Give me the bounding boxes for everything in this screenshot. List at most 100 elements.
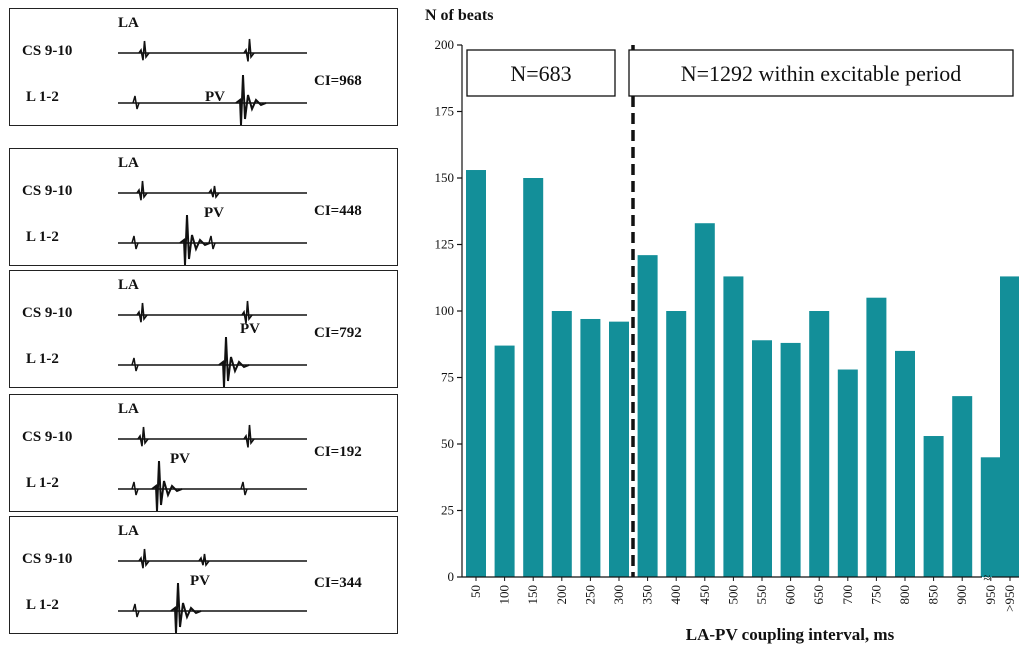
ecg-panel-4: LA CS 9-10 L 1-2 PV CI=192	[9, 394, 398, 512]
y-tick-label: 25	[441, 503, 454, 518]
x-tick-label-300: 300	[611, 585, 626, 605]
annotation-box-left-text: N=683	[510, 61, 571, 86]
channel-label-l12: L 1-2	[26, 89, 59, 105]
pv-spike	[151, 460, 183, 512]
l12-small-deflection	[131, 235, 139, 250]
axis-break-marker: ≈	[983, 570, 990, 585]
ecg-traces	[118, 180, 307, 266]
channel-label-cs: CS 9-10	[22, 43, 73, 59]
cs-spike	[138, 40, 150, 61]
cs-spike	[136, 180, 148, 201]
la-label: LA	[118, 401, 139, 417]
bar-400	[666, 311, 687, 577]
bar-100	[494, 345, 515, 577]
bar-650	[809, 311, 830, 577]
ci-label: CI=792	[314, 325, 362, 341]
annotation-box-left	[466, 49, 616, 97]
pv-label: PV	[205, 89, 225, 105]
bar-500	[723, 276, 744, 577]
x-tick-label-550: 550	[754, 585, 769, 605]
ecg-traces	[118, 548, 307, 634]
x-tick-label-350: 350	[640, 585, 655, 605]
x-tick-label-150: 150	[525, 585, 540, 605]
cs-spike	[243, 38, 255, 62]
cs-spike	[243, 424, 255, 448]
ci-label: CI=344	[314, 575, 362, 591]
channel-label-cs: CS 9-10	[22, 551, 73, 567]
x-tick-label-50: 50	[468, 585, 483, 598]
bar-150	[523, 178, 544, 577]
l12-small-deflection	[131, 357, 139, 372]
channel-label-l12: L 1-2	[26, 351, 59, 367]
ci-label: CI=968	[314, 73, 362, 89]
x-tick-label-850: 850	[926, 585, 941, 605]
ecg-tracings-panel: LA CS 9-10 L 1-2 PV CI=968 LA CS 9-10 L 1-2 PV CI…	[0, 0, 405, 649]
channel-label-cs: CS 9-10	[22, 429, 73, 445]
bar-800	[895, 350, 915, 577]
y-tick-label: 125	[435, 237, 455, 252]
y-tick-label: 0	[448, 569, 455, 584]
cs-spike	[198, 553, 210, 568]
x-axis-title: LA-PV coupling interval, ms	[686, 625, 895, 644]
l12-small-deflection	[132, 95, 140, 110]
ecg-panel-5: LA CS 9-10 L 1-2 PV CI=344	[9, 516, 398, 634]
x-tick-label-650: 650	[811, 585, 826, 605]
bar-550	[752, 340, 772, 577]
annotation-box-right	[628, 49, 1014, 97]
la-label: LA	[118, 277, 139, 293]
x-tick-label-250: 250	[582, 585, 597, 605]
pv-spike	[170, 582, 202, 634]
pv-label: PV	[190, 573, 210, 589]
y-tick-label: 50	[441, 436, 454, 451]
bar-300	[609, 321, 629, 577]
x-tick-label-900: 900	[954, 585, 969, 605]
y-tick-label: 100	[435, 303, 455, 318]
x-tick-label-100: 100	[497, 585, 512, 605]
pv-label: PV	[240, 321, 260, 337]
y-tick-label: 175	[435, 104, 455, 119]
cs-spike	[208, 185, 220, 200]
x-tick-label-200: 200	[554, 585, 569, 605]
l12-small-deflection	[208, 235, 216, 250]
cs-spike	[138, 548, 150, 569]
ecg-panel-1: LA CS 9-10 L 1-2 PV CI=968	[9, 8, 398, 126]
x-tick-label-950: 950	[983, 585, 998, 605]
x-tick-label-500: 500	[725, 585, 740, 605]
pv-spike	[235, 74, 267, 126]
ecg-panel-2: LA CS 9-10 L 1-2 PV CI=448	[9, 148, 398, 266]
ecg-traces	[118, 424, 307, 512]
cs-spike	[136, 302, 148, 323]
x-tick-label->950: >950	[1002, 585, 1017, 612]
annotation-box-right-text: N=1292 within excitable period	[681, 61, 962, 86]
bar-600	[780, 342, 801, 577]
channel-label-cs: CS 9-10	[22, 183, 73, 199]
x-tick-label-750: 750	[868, 585, 883, 605]
ci-label: CI=192	[314, 444, 362, 460]
x-tick-label-400: 400	[668, 585, 683, 605]
ecg-traces	[118, 38, 307, 126]
channel-label-l12: L 1-2	[26, 597, 59, 613]
cs-spike	[241, 300, 253, 324]
la-label: LA	[118, 523, 139, 539]
ecg-panel-3: LA CS 9-10 L 1-2 PV CI=792	[9, 270, 398, 388]
bar-250	[580, 318, 601, 577]
la-label: LA	[118, 15, 139, 31]
channel-label-l12: L 1-2	[26, 229, 59, 245]
bar-950	[980, 457, 1001, 577]
bar-200	[551, 311, 572, 577]
pv-label: PV	[170, 451, 190, 467]
cs-spike	[137, 426, 149, 447]
x-tick-label-600: 600	[783, 585, 798, 605]
pv-spike	[218, 336, 250, 388]
bar-700	[837, 369, 858, 577]
y-tick-label: 200	[435, 37, 455, 52]
l12-small-deflection	[131, 481, 139, 496]
bar-850	[923, 436, 944, 577]
x-tick-label-700: 700	[840, 585, 855, 605]
x-tick-label-450: 450	[697, 585, 712, 605]
l12-small-deflection	[240, 481, 248, 496]
l12-small-deflection	[132, 603, 140, 618]
pv-spike	[179, 214, 211, 266]
bar-350	[637, 255, 658, 577]
